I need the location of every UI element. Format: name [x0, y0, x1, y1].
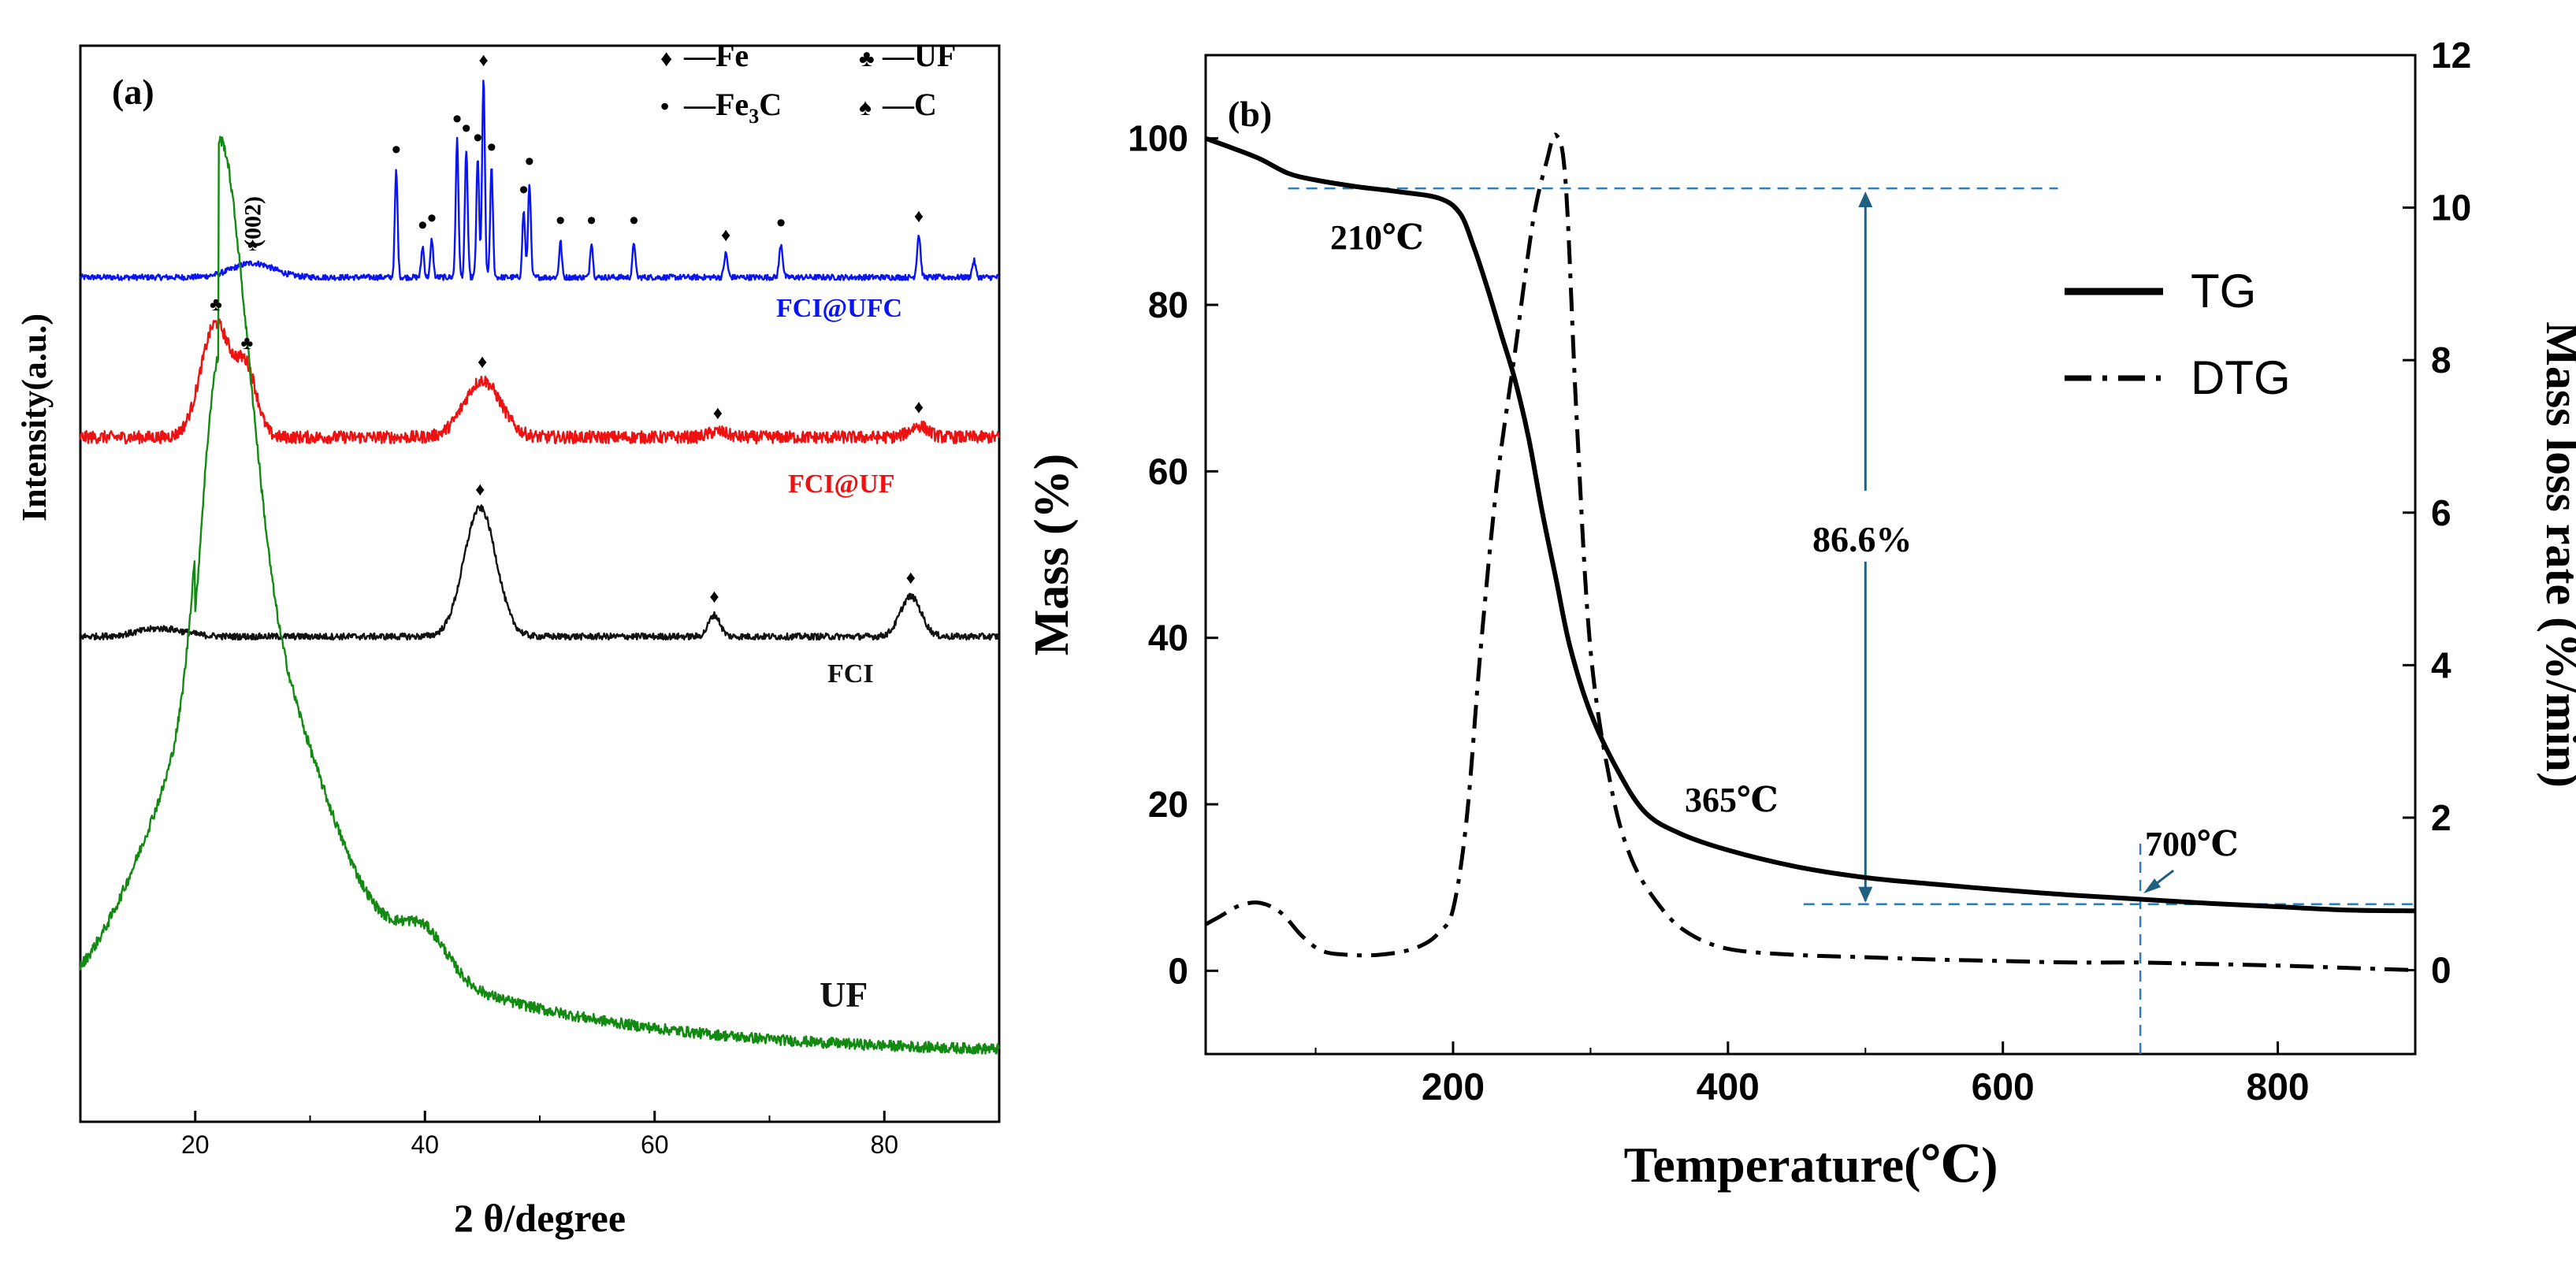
panel-b-frame	[1204, 54, 2417, 1056]
peak-marker: •	[487, 132, 496, 162]
peak-marker: ♦	[713, 403, 723, 424]
series-label-fci-uf: FCI@UF	[788, 470, 895, 499]
b-y2tick-label-0: 0	[2431, 950, 2451, 991]
a-xtick-label-40: 40	[411, 1130, 439, 1159]
peak-marker: •	[427, 203, 437, 233]
b-y2tick-label-12: 12	[2431, 35, 2471, 76]
arrow-head-down	[1858, 886, 1873, 903]
legend-fe-label: —Fe	[683, 38, 749, 73]
a-xtick-label-60: 60	[641, 1130, 669, 1159]
peak-marker: •	[473, 123, 482, 153]
b-xtick-label-800: 800	[2247, 1067, 2310, 1108]
legend-uf-label: —UF	[882, 38, 956, 73]
peak-marker: •	[587, 206, 597, 236]
b-ytick-label-0: 0	[1168, 950, 1188, 991]
b-ytick-label-40: 40	[1148, 618, 1188, 659]
legend-tg-label: TG	[2191, 265, 2256, 317]
legend-fe3c-symbol: •	[660, 92, 669, 121]
peak-marker: ♠	[247, 234, 258, 255]
peak-label-002: (002)	[240, 196, 266, 247]
b-y2tick-label-4: 4	[2431, 644, 2451, 685]
peak-marker: ♣	[240, 332, 253, 354]
b-ytick-label-20: 20	[1148, 784, 1188, 825]
peak-marker: ♦	[475, 479, 485, 500]
legend-fe3c-label-sub: 3	[749, 105, 759, 128]
legend-c-label: —C	[882, 87, 937, 122]
series-label-uf: UF	[820, 974, 868, 1015]
peak-marker: ♦	[721, 225, 730, 246]
peak-marker: •	[452, 104, 462, 134]
series-fci	[80, 504, 1001, 641]
b-xtick-label-200: 200	[1422, 1067, 1485, 1108]
panel-b-label: (b)	[1228, 94, 1272, 134]
b-y2tick-label-2: 2	[2431, 797, 2451, 838]
panel-a-ylabel: Intensity(a.u.)	[15, 314, 54, 522]
peak-marker: ♦	[709, 586, 719, 607]
b-ytick-label-100: 100	[1128, 118, 1188, 159]
b-ytick-label-60: 60	[1148, 451, 1188, 492]
peak-marker: ♦	[914, 397, 924, 418]
panel-a-xlabel: 2 θ/degree	[454, 1196, 626, 1240]
peak-marker: •	[519, 175, 529, 205]
legend-fe3c-label: —Fe3C	[683, 87, 782, 128]
pointer-700c-head	[2143, 878, 2162, 894]
legend-uf-symbol: ♣	[859, 46, 875, 72]
b-ytick-label-80: 80	[1148, 284, 1188, 325]
annotation-700c: 700℃	[2145, 825, 2239, 863]
peak-marker: •	[462, 113, 471, 143]
series-label-fci-ufc: FCI@UFC	[776, 294, 902, 323]
legend-c-symbol: ♠	[859, 95, 872, 121]
a-xtick-label-20: 20	[181, 1130, 210, 1159]
peak-marker: ♦	[914, 206, 924, 227]
annotation-210c: 210℃	[1330, 218, 1424, 257]
annotation-86-6-percent: 86.6%	[1812, 519, 1912, 559]
legend-fe3c-label-main: —Fe	[683, 87, 749, 122]
arrow-head-up	[1858, 191, 1873, 208]
annotation-365c: 365℃	[1685, 781, 1779, 819]
peak-marker: •	[630, 206, 639, 236]
series-tg	[1204, 135, 2416, 914]
series-fci-uf	[79, 318, 1001, 445]
peak-marker: •	[392, 135, 401, 165]
peak-marker: •	[776, 208, 786, 238]
b-xtick-label-400: 400	[1697, 1067, 1760, 1108]
series-fci-ufc	[79, 80, 1000, 281]
series-label-fci: FCI	[827, 659, 874, 689]
panel-a-legend: ♦ —Fe ♣ —UF • —Fe3C ♠ —C	[660, 38, 956, 128]
legend-dtg-label: DTG	[2191, 351, 2291, 404]
peak-marker: ♦	[478, 351, 487, 373]
panel-b-xlabel: Temperature(℃)	[1624, 1137, 1998, 1193]
peak-marker: ♦	[906, 567, 916, 588]
panel-a: 20 40 60 80 ♠(002)•• •• • •♦•••• • • ♦ • ♦♣♣♦♦ ♦♦♦♦ …	[15, 38, 1001, 1240]
panel-b-y2label: Mass loss rate (%/min)	[2537, 321, 2576, 788]
a-xtick-label-80: 80	[870, 1130, 898, 1159]
series-uf	[79, 135, 1001, 1055]
panel-a-label: (a)	[112, 72, 154, 112]
peak-marker: •	[525, 147, 534, 176]
peak-marker: ♦	[478, 50, 488, 71]
legend-fe-symbol: ♦	[660, 46, 672, 72]
b-xtick-label-600: 600	[1972, 1067, 2035, 1108]
panel-b: 200 400 600 800 0 20 40 60 80 100 0 2 4 6 8 10 12 (b) Te…	[1025, 35, 2576, 1193]
legend-fe3c-label-tail: C	[759, 87, 782, 122]
peak-marker: •	[556, 206, 565, 236]
peak-marker: ♣	[210, 294, 222, 315]
b-y2tick-label-6: 6	[2431, 492, 2451, 533]
panel-b-ylabel: Mass (%)	[1025, 454, 1079, 656]
panel-b-legend: TG DTG	[2065, 265, 2291, 404]
peak-marker: •	[418, 210, 427, 240]
b-y2tick-label-10: 10	[2431, 187, 2471, 228]
b-y2tick-label-8: 8	[2431, 340, 2451, 380]
